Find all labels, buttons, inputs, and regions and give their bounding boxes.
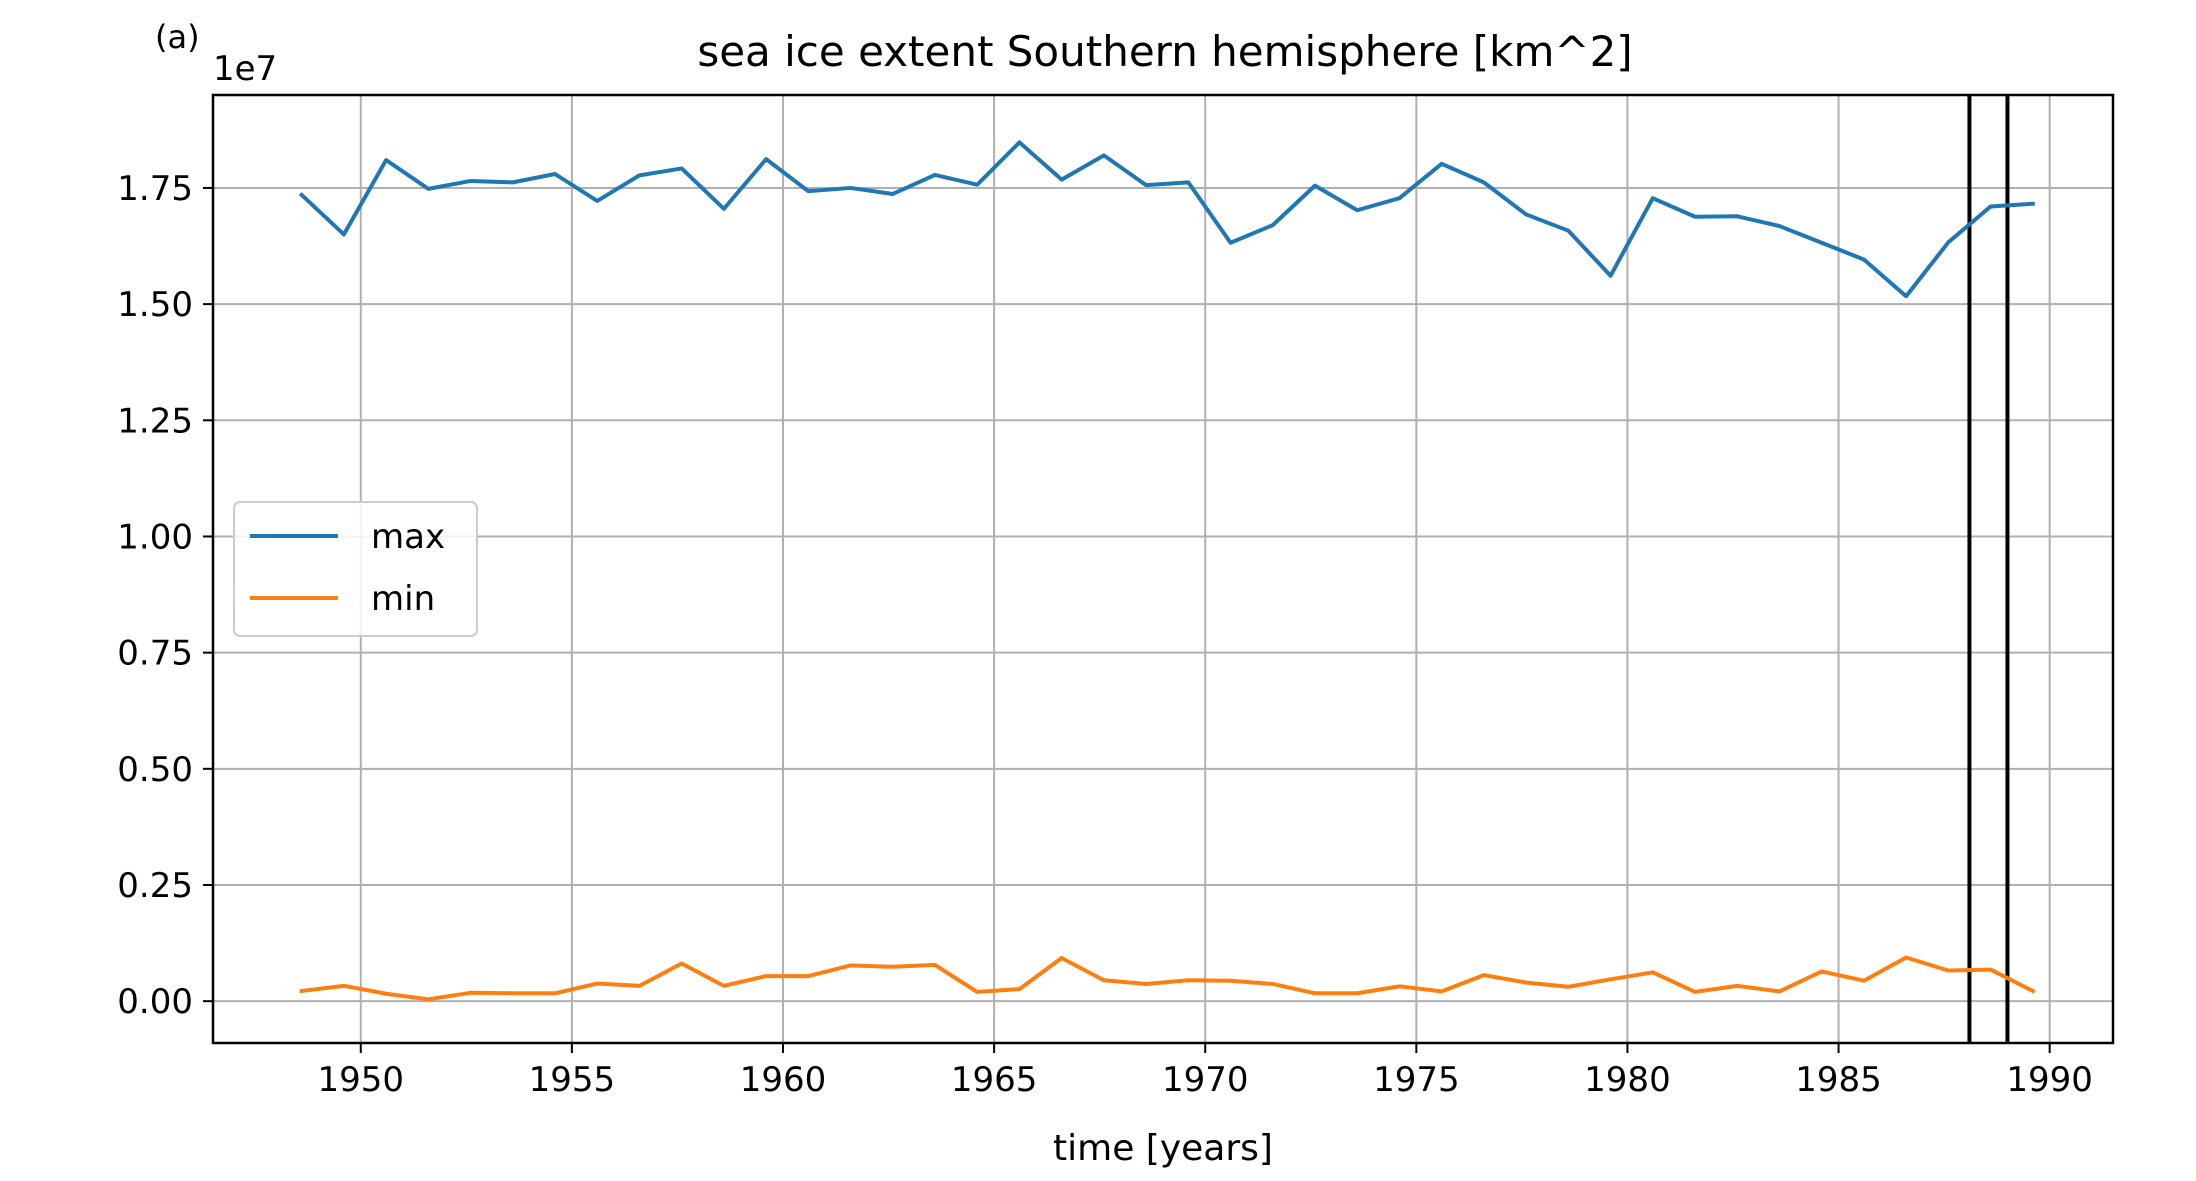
y-tick-label: 0.00 bbox=[117, 982, 193, 1022]
vertical-markers bbox=[1967, 95, 2010, 1043]
y-axis: 0.00 0.25 0.50 0.75 1.00 1.25 1.50 1.75 bbox=[117, 169, 213, 1022]
x-tick-label: 1950 bbox=[318, 1060, 405, 1100]
series-line-min bbox=[299, 955, 2036, 1002]
x-tick-label: 1990 bbox=[2006, 1060, 2093, 1100]
panel-label: (a) bbox=[155, 18, 200, 56]
series-lines bbox=[298, 140, 2036, 1002]
y-tick-label: 1.75 bbox=[117, 169, 193, 209]
x-tick-label: 1955 bbox=[529, 1060, 616, 1100]
x-tick-label: 1980 bbox=[1584, 1060, 1671, 1100]
y-tick-label: 1.00 bbox=[117, 517, 193, 557]
x-tick-label: 1985 bbox=[1795, 1060, 1882, 1100]
x-tick-label: 1960 bbox=[740, 1060, 827, 1100]
grid bbox=[213, 95, 2113, 1043]
x-tick-label: 1970 bbox=[1162, 1060, 1249, 1100]
y-tick-label: 0.75 bbox=[117, 634, 193, 674]
y-tick-label: 0.50 bbox=[117, 750, 193, 790]
y-offset-label: 1e7 bbox=[213, 49, 277, 89]
legend-label-min: min bbox=[371, 579, 435, 619]
legend: max min bbox=[233, 501, 478, 637]
legend-label-max: max bbox=[371, 517, 445, 557]
x-tick-label: 1965 bbox=[951, 1060, 1038, 1100]
y-tick-label: 0.25 bbox=[117, 866, 193, 906]
series-line-max bbox=[298, 140, 2035, 299]
y-tick-label: 1.25 bbox=[117, 401, 193, 441]
x-axis: 1950 1955 1960 1965 1970 1975 1980 1985 1990 bbox=[318, 1043, 2093, 1100]
chart-title: sea ice extent Southern hemisphere [km^2… bbox=[697, 27, 1632, 76]
x-axis-label: time [years] bbox=[1053, 1128, 1273, 1169]
x-tick-label: 1975 bbox=[1373, 1060, 1460, 1100]
plot-frame bbox=[211, 93, 2115, 1045]
y-tick-label: 1.50 bbox=[117, 285, 193, 325]
